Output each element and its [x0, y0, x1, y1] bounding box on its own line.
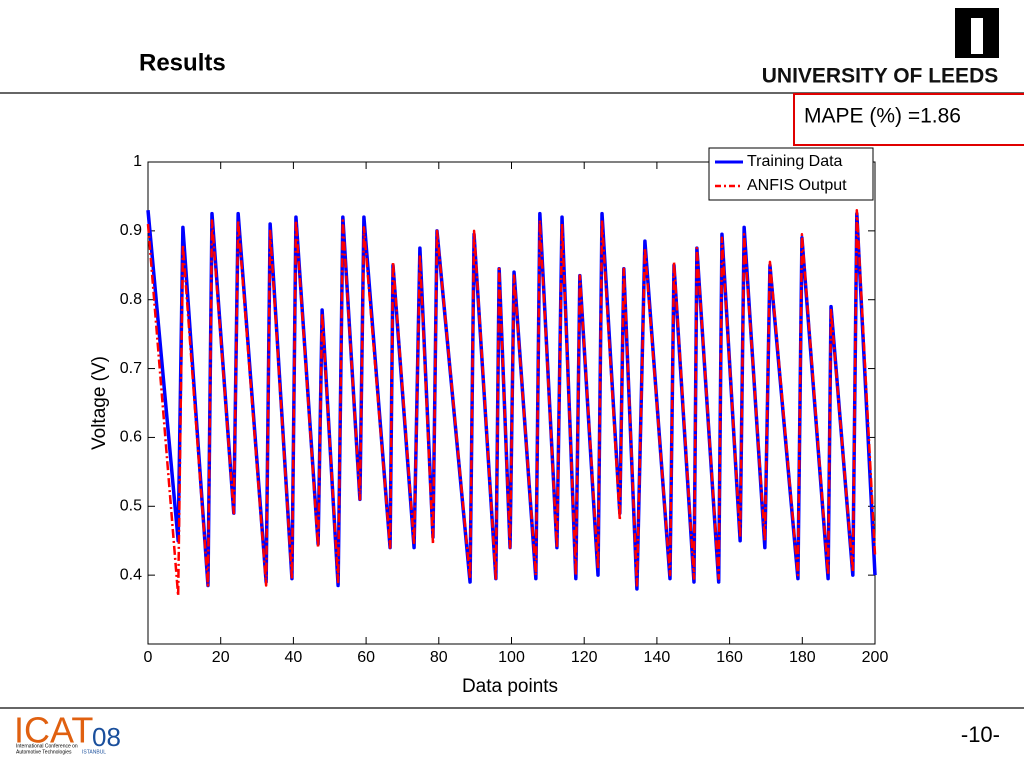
page-number: -10- — [961, 722, 1000, 747]
legend-box — [708, 147, 874, 201]
mape-box — [793, 93, 1024, 146]
x-tick-label: 100 — [498, 649, 525, 666]
legend-label: Training Data — [747, 153, 843, 170]
icat-caption: Automotive Technologies — [16, 749, 72, 755]
y-tick-label: 1 — [133, 153, 142, 170]
y-tick-label: 0.4 — [120, 566, 142, 583]
x-tick-label: 120 — [571, 649, 598, 666]
x-tick-label: 40 — [285, 649, 303, 666]
y-tick-label: 0.5 — [120, 498, 142, 515]
y-tick-label: 0.8 — [120, 291, 142, 308]
x-axis-label: Data points — [462, 676, 558, 697]
y-axis-label: Voltage (V) — [89, 356, 110, 450]
x-tick-label: 60 — [357, 649, 375, 666]
icat-caption: ISTANBUL — [82, 749, 106, 755]
legend-label: ANFIS Output — [747, 177, 847, 194]
slide-title: Results — [139, 49, 226, 76]
university-name: UNIVERSITY OF LEEDS — [762, 65, 999, 88]
x-tick-label: 20 — [212, 649, 230, 666]
icat-logo: ICAT — [14, 710, 93, 751]
x-tick-label: 200 — [862, 649, 889, 666]
icat-caption: International Conference on — [16, 743, 78, 749]
icat-year: 08 — [92, 722, 121, 752]
series-line — [146, 208, 877, 598]
x-tick-label: 80 — [430, 649, 448, 666]
y-tick-label: 0.6 — [120, 429, 142, 446]
mape-text: MAPE (%) =1.86 — [804, 105, 961, 128]
x-tick-label: 140 — [644, 649, 671, 666]
y-tick-label: 0.9 — [120, 222, 142, 239]
x-tick-label: 0 — [144, 649, 153, 666]
x-tick-label: 160 — [716, 649, 743, 666]
x-tick-label: 180 — [789, 649, 816, 666]
crest-tower — [971, 18, 983, 54]
y-tick-label: 0.7 — [120, 360, 142, 377]
